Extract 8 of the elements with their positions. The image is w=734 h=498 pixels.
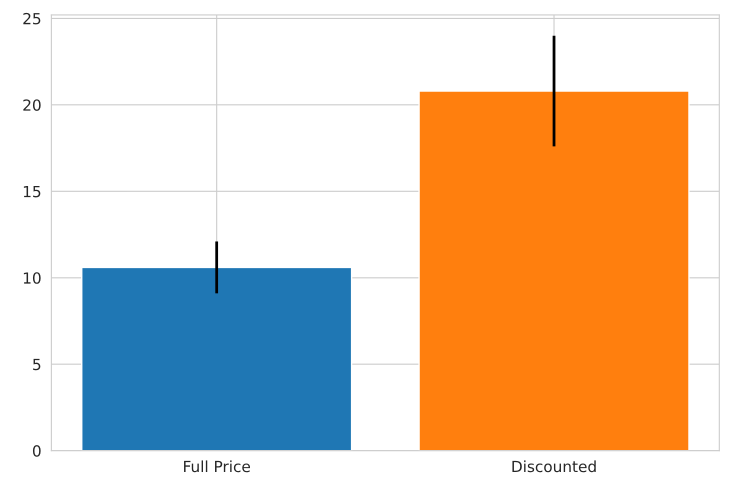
y-tick-label: 0	[32, 445, 41, 457]
x-tick-label: Full Price	[184, 460, 250, 472]
y-tick-label: 10	[24, 272, 41, 284]
y-tick-label: 15	[24, 186, 40, 198]
y-tick-label: 25	[23, 12, 40, 24]
y-tick-label: 20	[23, 99, 41, 111]
y-tick-label: 5	[33, 358, 40, 370]
x-tick-label: Discounted	[512, 460, 596, 472]
